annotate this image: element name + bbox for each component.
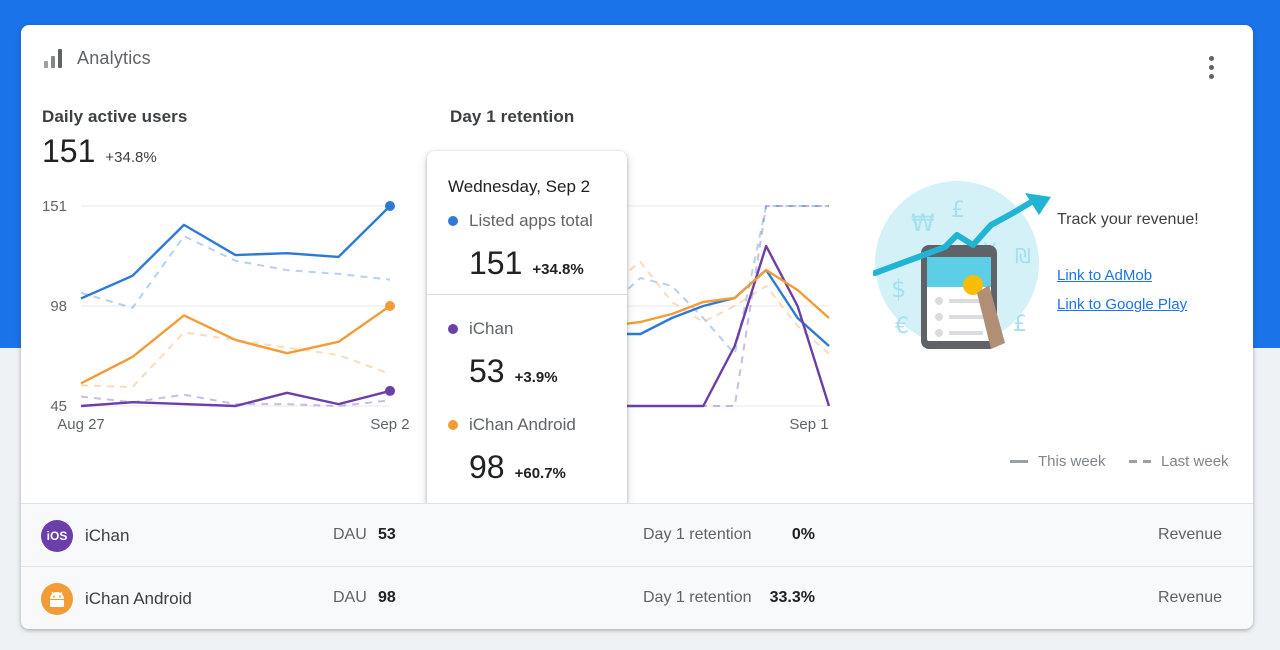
x-tick-label: Sep 2 — [370, 416, 409, 433]
series-dot-icon — [448, 324, 458, 334]
data-point-marker — [385, 201, 395, 211]
app-row-ichan-android[interactable]: iChan Android DAU 98 Day 1 retention 33.… — [21, 566, 1253, 629]
dau-value: 151 — [42, 133, 96, 169]
tooltip-date: Wednesday, Sep 2 — [448, 177, 591, 196]
legend-last-week-label: Last week — [1161, 453, 1229, 470]
series-line-ichan-solid — [609, 244, 831, 408]
revenue-link[interactable]: Revenue — [1157, 526, 1222, 543]
tooltip-item-listed: Listed apps total 151 +34.8% — [427, 211, 627, 282]
series-line-ichan-android-solid — [80, 305, 391, 385]
revenue-illustration: ₩ £ ¥ $ € £ ₪ — [873, 181, 1051, 349]
ios-icon: iOS — [41, 520, 73, 552]
retention-metric: Day 1 retention — [450, 107, 574, 127]
solid-line-icon — [1010, 460, 1028, 463]
dau-delta: +34.8% — [105, 149, 157, 166]
series-line-ichan-dashed — [609, 205, 829, 407]
svg-text:€: € — [895, 314, 909, 339]
promo-title: Track your revenue! — [1057, 211, 1199, 228]
retention-value: 0% — [791, 526, 815, 543]
retention-chart: Sep 1 — [608, 205, 831, 433]
series-line-ichan-solid — [80, 389, 391, 408]
dau-label: DAU — [333, 526, 367, 543]
y-tick-label: 151 — [42, 198, 67, 215]
data-point-marker — [385, 385, 395, 396]
dau-label: DAU — [333, 589, 367, 606]
tooltip-series-value: 53 — [469, 353, 505, 389]
link-admob[interactable]: Link to AdMob — [1057, 267, 1153, 284]
dau-value: 53 — [378, 526, 396, 543]
dau-metric: Daily active users 151 +34.8% — [42, 107, 187, 170]
card-header: Analytics — [43, 47, 151, 69]
tooltip-divider — [427, 294, 627, 295]
series-line-ichan-dashed — [80, 393, 391, 407]
svg-text:£: £ — [1013, 312, 1027, 337]
retention-label: Day 1 retention — [643, 589, 752, 606]
legend-this-week: This week — [1010, 453, 1106, 470]
legend-last-week: Last week — [1129, 453, 1229, 470]
more-options-button[interactable] — [1199, 53, 1223, 81]
svg-text:$: $ — [891, 275, 906, 303]
series-line-listed-apps-total-solid — [80, 205, 391, 300]
svg-text:£: £ — [951, 198, 965, 223]
series-line-ichan-android-dashed — [608, 261, 830, 355]
series-dot-icon — [448, 420, 458, 430]
app-name[interactable]: iChan Android — [85, 589, 192, 608]
legend-this-week-label: This week — [1038, 453, 1106, 470]
tooltip-series-value: 151 — [469, 245, 523, 281]
tooltip-item-ichan: iChan 53 +3.9% — [427, 319, 627, 390]
svg-text:₪: ₪ — [1015, 244, 1031, 268]
series-line-listed-apps-total-dashed — [608, 205, 829, 355]
series-line-ichan-android-solid — [608, 268, 830, 328]
x-tick-label: Sep 1 — [789, 416, 828, 433]
y-tick-label: 45 — [50, 398, 67, 415]
svg-text:₩: ₩ — [911, 209, 935, 237]
series-line-listed-apps-total-dashed — [80, 235, 391, 309]
more-vert-icon — [1208, 55, 1214, 61]
data-point-marker — [385, 301, 395, 311]
tooltip-series-value: 98 — [469, 449, 505, 485]
retention-label: Day 1 retention — [643, 526, 752, 543]
bar-chart-icon — [44, 49, 62, 68]
tooltip-series-delta: +60.7% — [514, 465, 566, 482]
revenue-link[interactable]: Revenue — [1157, 589, 1222, 606]
tooltip-item-ichan-android: iChan Android 98 +60.7% — [427, 415, 627, 486]
y-tick-label: 98 — [50, 298, 67, 315]
app-name[interactable]: iChan — [85, 526, 130, 545]
card-title: Analytics — [77, 47, 151, 68]
dau-label: Daily active users — [42, 107, 188, 126]
series-dot-icon — [448, 216, 458, 226]
series-line-listed-apps-total-solid — [609, 268, 830, 347]
tooltip-series-name: Listed apps total — [469, 211, 593, 230]
tooltip-series-delta: +34.8% — [532, 261, 584, 278]
app-row-ichan[interactable]: iOS iChan DAU 53 Day 1 retention 0% Reve… — [21, 503, 1253, 566]
android-icon — [41, 583, 73, 615]
retention-value: 33.3% — [769, 589, 815, 606]
retention-label: Day 1 retention — [450, 107, 575, 126]
x-tick-label: Aug 27 — [57, 416, 105, 433]
tooltip-series-name: iChan — [469, 319, 514, 338]
dau-value: 98 — [378, 589, 396, 606]
chart-tooltip: Wednesday, Sep 2 Listed apps total 151 +… — [427, 151, 627, 509]
tooltip-series-name: iChan Android — [469, 415, 576, 434]
dashed-line-icon — [1129, 460, 1151, 463]
link-google-play[interactable]: Link to Google Play — [1057, 296, 1188, 313]
tooltip-series-delta: +3.9% — [514, 369, 558, 386]
android-robot-icon — [50, 591, 64, 607]
analytics-card: Analytics Daily active users 151 +34.8% … — [21, 25, 1253, 629]
